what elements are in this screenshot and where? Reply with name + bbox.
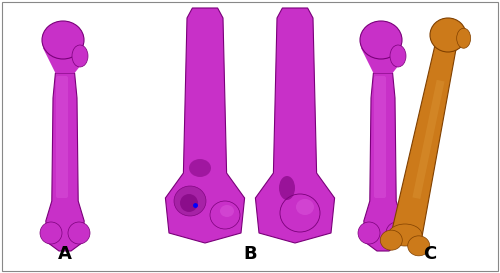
Ellipse shape — [42, 21, 84, 59]
FancyBboxPatch shape — [56, 76, 68, 198]
Ellipse shape — [189, 159, 211, 177]
Polygon shape — [166, 8, 244, 243]
Ellipse shape — [456, 28, 470, 48]
Polygon shape — [43, 30, 85, 73]
Text: C: C — [424, 245, 436, 263]
Ellipse shape — [180, 194, 198, 212]
Ellipse shape — [220, 205, 234, 217]
Ellipse shape — [360, 21, 402, 59]
Ellipse shape — [296, 199, 314, 215]
Ellipse shape — [40, 222, 62, 244]
Polygon shape — [390, 33, 458, 246]
Ellipse shape — [408, 236, 430, 256]
FancyBboxPatch shape — [374, 76, 386, 198]
Ellipse shape — [280, 194, 320, 232]
Ellipse shape — [388, 224, 422, 246]
Polygon shape — [364, 73, 402, 251]
Polygon shape — [412, 80, 444, 199]
Text: A: A — [58, 245, 72, 263]
Ellipse shape — [390, 45, 406, 67]
Polygon shape — [256, 8, 334, 243]
Ellipse shape — [174, 186, 206, 216]
Ellipse shape — [386, 222, 408, 244]
Ellipse shape — [430, 18, 466, 52]
Ellipse shape — [210, 201, 240, 229]
Polygon shape — [361, 30, 403, 73]
Ellipse shape — [279, 176, 295, 200]
Polygon shape — [46, 73, 84, 251]
Ellipse shape — [358, 222, 380, 244]
Ellipse shape — [72, 45, 88, 67]
Ellipse shape — [380, 230, 402, 250]
Ellipse shape — [68, 222, 90, 244]
Text: B: B — [243, 245, 257, 263]
